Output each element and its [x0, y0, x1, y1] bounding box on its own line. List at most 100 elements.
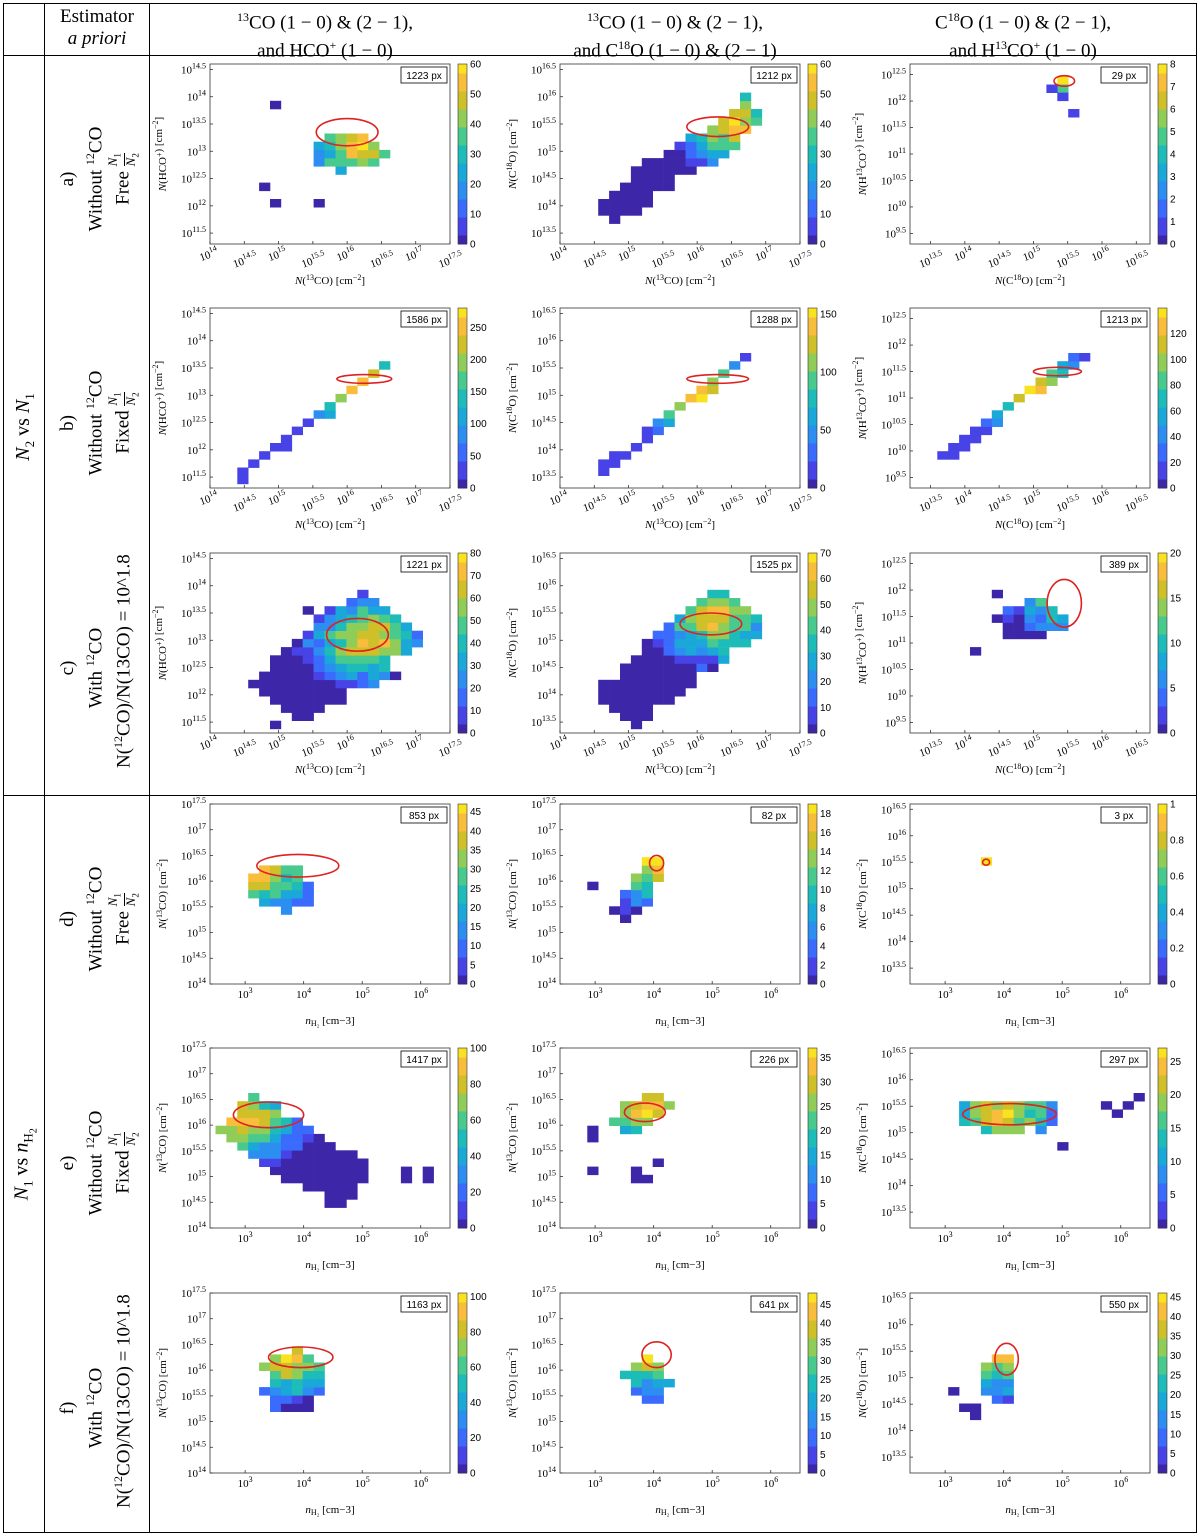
colorbar-segment	[1158, 344, 1167, 348]
colorbar-segment	[808, 1156, 817, 1160]
colorbar-segment	[808, 479, 817, 483]
colorbar-segment	[1158, 1347, 1167, 1351]
colorbar-segment	[1158, 467, 1167, 471]
heatmap-cell	[302, 606, 314, 615]
colorbar-segment	[808, 1072, 817, 1076]
colorbar-tick-label: 0	[1170, 1224, 1176, 1235]
heatmap-cell	[620, 704, 632, 713]
plot-area	[909, 1047, 1151, 1229]
heatmap-cell	[641, 1387, 653, 1396]
colorbar-segment	[458, 443, 467, 447]
colorbar-segment	[1158, 1180, 1167, 1184]
colorbar-segment	[808, 1147, 817, 1151]
colorbar-segment	[808, 329, 817, 333]
colorbar-segment	[458, 332, 467, 336]
colorbar-segment	[808, 975, 817, 979]
colorbar-segment	[1158, 1419, 1167, 1423]
chart-panel-d3: 3 px 103 104 105 106 1013.5 1014 1014.5 1015 1015…	[850, 798, 1200, 1029]
colorbar-tick-label: 10	[820, 1175, 832, 1186]
colorbar-segment	[458, 160, 467, 164]
row-line1: Without 12CO	[83, 866, 107, 971]
group-label-bottom: N1 vs nH2	[10, 1128, 40, 1201]
colorbar-segment	[808, 1084, 817, 1088]
colorbar-segment	[808, 721, 817, 725]
colorbar-segment	[808, 434, 817, 438]
heatmap-cell	[652, 1370, 664, 1380]
colorbar-segment	[458, 196, 467, 200]
colorbar-segment	[808, 1392, 817, 1396]
colorbar-segment	[1158, 377, 1167, 381]
colorbar-segment	[1158, 1422, 1167, 1426]
colorbar-segment	[808, 1096, 817, 1100]
heatmap-cell	[729, 630, 741, 640]
colorbar-tick-label: 120	[1170, 329, 1187, 340]
colorbar-segment	[458, 1314, 467, 1318]
tick-label: 103	[588, 986, 603, 1001]
colorbar-tick-label: 20	[470, 903, 482, 914]
tick-label: 1011.5	[881, 364, 906, 379]
colorbar-segment	[1158, 1129, 1167, 1133]
colorbar-segment	[808, 127, 817, 131]
heatmap-cell	[652, 158, 664, 167]
tick-label: 1013.5	[881, 960, 906, 975]
heatmap-cell	[1024, 606, 1036, 615]
heatmap-cell	[302, 630, 314, 640]
colorbar-segment	[1158, 1054, 1167, 1058]
heatmap-cell	[270, 688, 282, 697]
colorbar-tick-label: 60	[470, 60, 482, 71]
colorbar-tick-label: 25	[470, 884, 482, 895]
heatmap-cell	[291, 1346, 303, 1355]
colorbar-segment	[808, 1362, 817, 1366]
heatmap-cell	[707, 647, 719, 656]
tick-label: 1014	[537, 687, 556, 702]
heatmap-cell	[718, 655, 730, 664]
colorbar-segment	[458, 422, 467, 426]
heatmap-cell	[652, 426, 664, 436]
heatmap-cell	[379, 614, 391, 623]
colorbar-segment	[1158, 1207, 1167, 1211]
heatmap-cell	[641, 158, 653, 167]
colorbar-segment	[808, 1344, 817, 1348]
heatmap-cell	[291, 1158, 303, 1167]
colorbar-segment	[808, 407, 817, 411]
colorbar-tick-label: 15	[470, 922, 482, 933]
colorbar-segment	[1158, 924, 1167, 928]
x-axis-label: nH₂ [cm−3]	[655, 1015, 704, 1028]
colorbar-tick-label: 30	[820, 1078, 832, 1089]
colorbar-segment	[1158, 1458, 1167, 1462]
colorbar-segment	[808, 1135, 817, 1139]
colorbar-segment	[808, 431, 817, 435]
heatmap-cell	[620, 889, 632, 899]
colorbar-segment	[808, 649, 817, 653]
colorbar-segment	[1158, 664, 1167, 668]
colorbar-segment	[458, 1326, 467, 1330]
heatmap-cell	[291, 1378, 303, 1388]
colorbar-segment	[808, 846, 817, 850]
heatmap-cell	[335, 1166, 347, 1176]
heatmap-cell	[280, 434, 293, 444]
colorbar-segment	[458, 425, 467, 429]
colorbar-segment	[1158, 595, 1167, 599]
colorbar-segment	[458, 706, 467, 710]
pixel-count-text: 3 px	[1115, 811, 1134, 822]
heatmap-cell	[280, 1387, 293, 1396]
heatmap-cell	[740, 117, 752, 126]
colorbar-segment	[458, 586, 467, 590]
column-header-1-line1: 13CO (1 − 0) & (2 − 1),	[237, 10, 413, 34]
heatmap-cell	[970, 426, 982, 436]
colorbar-segment	[808, 124, 817, 128]
colorbar-segment	[808, 437, 817, 441]
heatmap-cell	[1111, 1109, 1123, 1118]
colorbar-segment	[458, 604, 467, 608]
heatmap-cell	[270, 663, 282, 672]
colorbar-tick-label: 100	[820, 367, 837, 378]
colorbar-segment	[458, 187, 467, 191]
colorbar-segment	[808, 1458, 817, 1462]
heatmap-cell	[259, 1101, 271, 1110]
colorbar-segment	[1158, 1371, 1167, 1375]
colorbar-segment	[808, 1320, 817, 1324]
colorbar-segment	[1158, 694, 1167, 698]
heatmap-cell	[740, 622, 752, 631]
heatmap-cell	[313, 622, 325, 631]
colorbar-segment	[808, 1186, 817, 1190]
